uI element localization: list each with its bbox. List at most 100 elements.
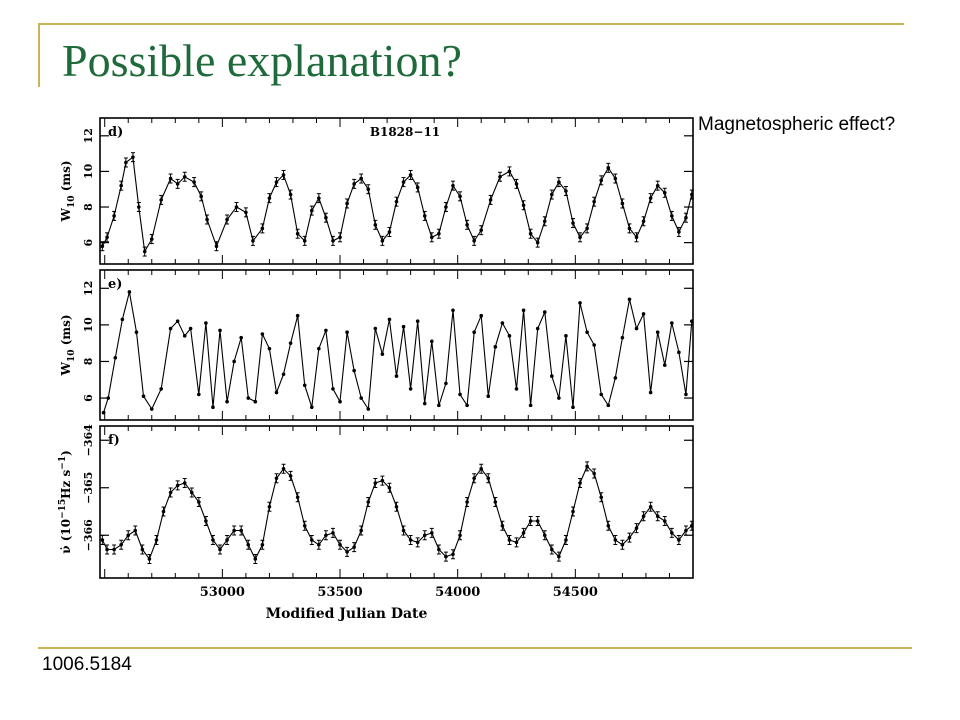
data-point: [521, 308, 526, 313]
data-point: [197, 500, 201, 504]
data-point: [324, 533, 328, 538]
data-point: [408, 387, 413, 391]
data-point: [387, 317, 392, 322]
data-point: [192, 180, 196, 184]
data-point: [204, 519, 208, 523]
data-point: [175, 182, 180, 186]
data-point: [444, 205, 448, 209]
data-point: [514, 182, 519, 186]
side-note: Magnetospheric effect?: [698, 114, 896, 135]
data-point: [302, 239, 307, 243]
data-point: [260, 226, 265, 231]
data-point: [557, 554, 561, 559]
data-point: [366, 500, 371, 504]
data-point: [662, 363, 667, 367]
data-point: [352, 182, 356, 186]
panel-e: 6 8 10 12 e) W10 (ms): [59, 269, 694, 421]
data-point: [281, 372, 286, 377]
data-point: [134, 330, 139, 334]
data-point: [260, 542, 265, 547]
data-point: [408, 173, 413, 177]
data-point: [557, 396, 561, 400]
data-point: [352, 368, 356, 373]
data-point: [188, 326, 193, 331]
data-point: [260, 332, 265, 336]
data-point: [253, 557, 258, 561]
data-point: [317, 196, 321, 200]
data-point: [528, 519, 533, 523]
data-point: [246, 396, 251, 400]
data-point: [159, 387, 163, 391]
data-point: [120, 317, 125, 322]
data-point: [641, 312, 646, 316]
data-point: [267, 346, 272, 351]
data-point: [451, 308, 455, 313]
data-point: [345, 330, 349, 334]
data-point: [394, 504, 399, 509]
data-point: [394, 374, 399, 378]
data-point: [373, 223, 378, 227]
data-point: [486, 394, 491, 399]
figure: 6 8 10 12 d) B1828−11 W10 (ms) 6 8 10 12 e) W10 (ms)…: [50, 96, 700, 646]
data-point: [535, 240, 540, 245]
data-point: [507, 334, 512, 338]
x-tick-label: 53500: [317, 585, 362, 600]
data-point: [500, 321, 505, 325]
data-point: [542, 533, 547, 538]
data-point: [101, 410, 106, 415]
data-point: [599, 392, 604, 397]
data-point: [599, 495, 604, 500]
data-point: [458, 533, 462, 538]
y-axis-label: W10 (ms): [59, 314, 77, 376]
data-point: [154, 538, 159, 542]
data-point: [309, 208, 314, 213]
data-point: [627, 297, 632, 302]
data-point: [137, 205, 141, 209]
x-tick-label: 54500: [553, 585, 598, 600]
data-point: [106, 396, 111, 400]
data-point: [225, 538, 229, 542]
data-point: [486, 476, 491, 481]
data-point: [113, 356, 118, 360]
data-point: [690, 523, 694, 528]
data-point: [246, 542, 251, 547]
data-point: [684, 392, 688, 397]
data-point: [288, 474, 293, 478]
top-rule: [38, 23, 904, 25]
y-tick-label: 12: [82, 128, 95, 143]
data-point: [182, 481, 187, 485]
data-point: [472, 330, 476, 334]
data-point: [131, 155, 135, 159]
data-point: [359, 396, 364, 400]
data-point: [225, 399, 229, 404]
data-point: [415, 319, 420, 324]
panel-label: d): [108, 125, 123, 140]
data-point: [465, 500, 469, 504]
data-point: [182, 174, 187, 179]
data-point: [119, 183, 123, 188]
data-point: [302, 523, 307, 528]
series-line: [101, 156, 693, 254]
data-point: [564, 538, 568, 542]
data-point: [214, 244, 219, 248]
data-point: [267, 196, 272, 200]
data-point: [182, 334, 187, 338]
data-point: [498, 174, 502, 179]
data-point: [422, 533, 427, 538]
data-point: [521, 531, 526, 535]
data-point: [542, 219, 547, 224]
data-point: [232, 528, 236, 533]
bottom-rule: [38, 647, 912, 649]
data-point: [331, 531, 335, 535]
data-point: [578, 481, 582, 485]
data-point: [620, 542, 625, 547]
data-point: [401, 528, 406, 533]
data-point: [302, 383, 307, 388]
data-point: [437, 547, 441, 552]
data-point: [655, 514, 660, 519]
data-point: [124, 160, 128, 165]
data-point: [528, 403, 533, 408]
data-point: [514, 387, 519, 391]
data-point: [437, 231, 441, 236]
data-point: [542, 310, 547, 314]
